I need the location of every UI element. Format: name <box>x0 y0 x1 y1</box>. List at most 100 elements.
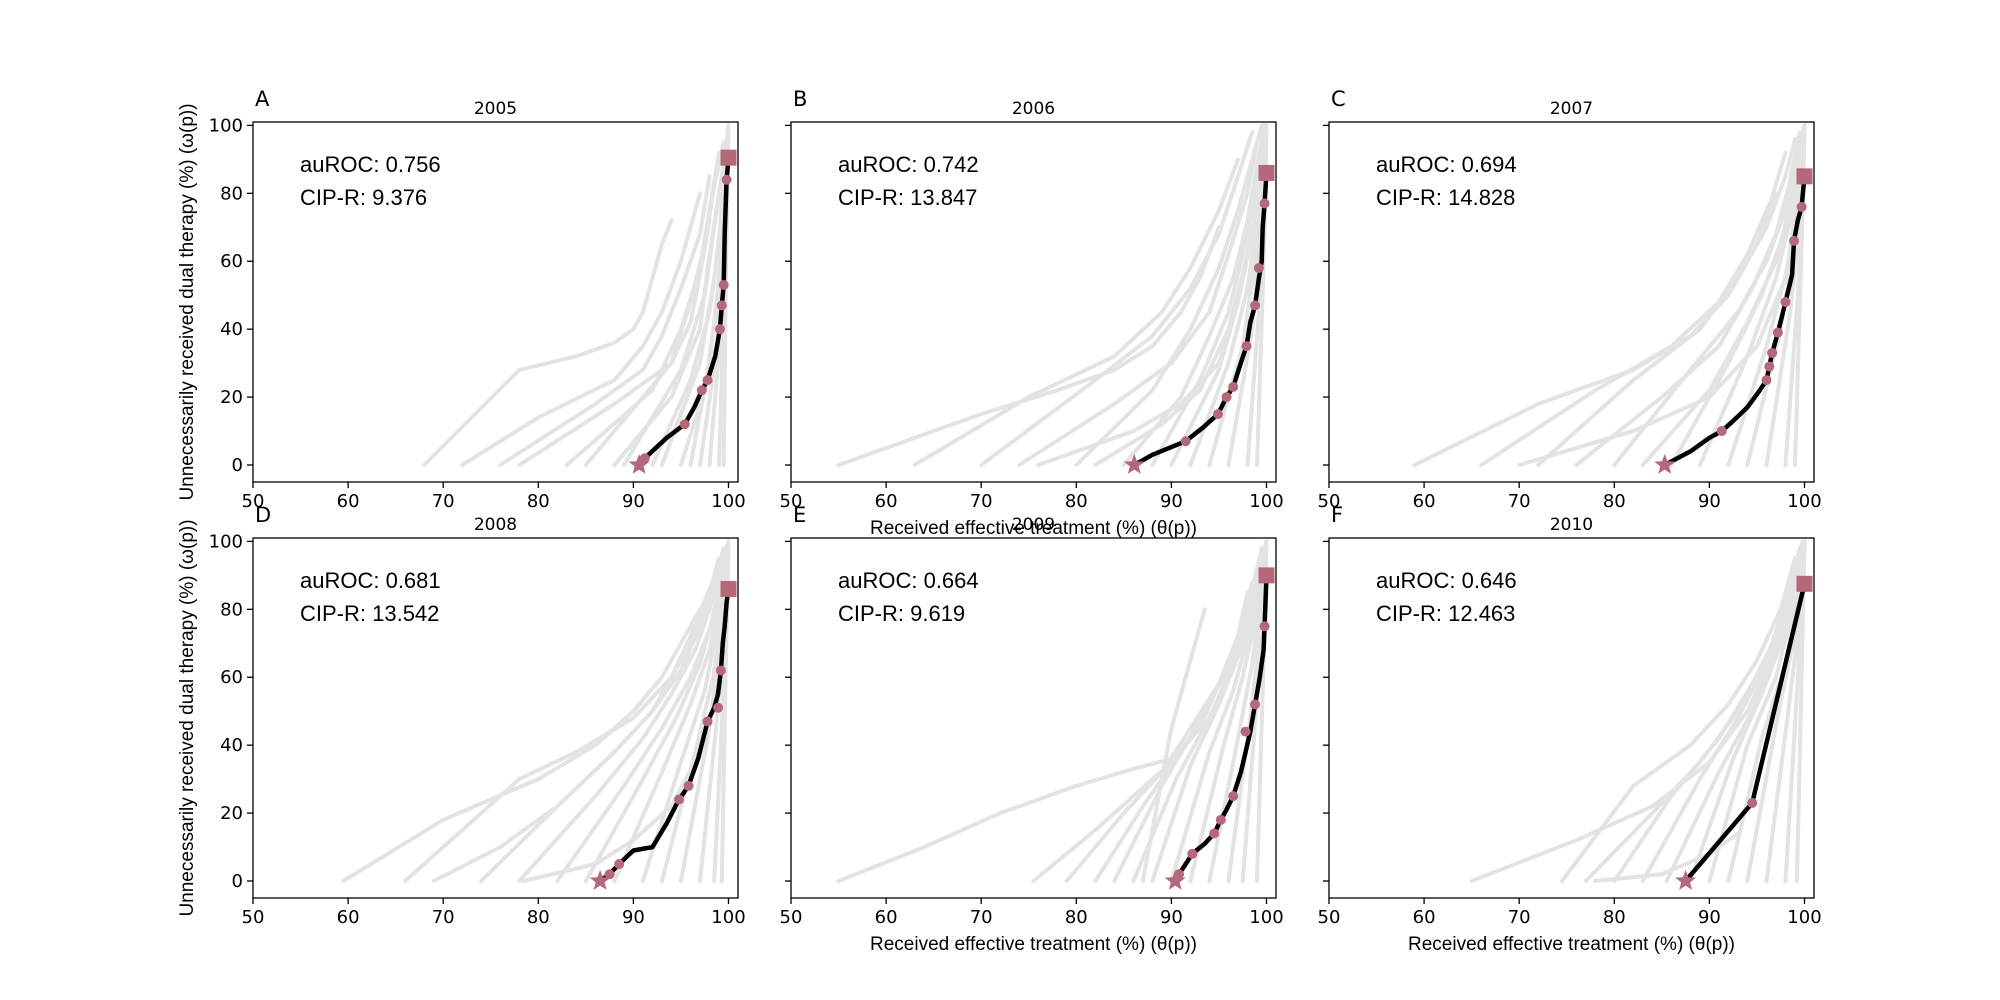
square-marker <box>1796 575 1813 592</box>
background-curve <box>479 546 726 883</box>
curve-dot <box>1180 436 1191 447</box>
curve-dot <box>679 419 690 430</box>
cipr-annotation: CIP-R: 13.542 <box>300 601 439 626</box>
curve-dot <box>1221 392 1232 403</box>
background-curve <box>1093 539 1269 883</box>
background-curve <box>1793 123 1807 467</box>
square-marker <box>1258 164 1275 181</box>
background-curve <box>522 750 702 883</box>
x-tick-label: 80 <box>527 907 550 928</box>
auroc-annotation: auROC: 0.664 <box>838 568 979 593</box>
background-curve <box>517 539 731 883</box>
y-tick-label: 20 <box>220 803 243 824</box>
background-curve <box>1036 225 1255 467</box>
curve-dot <box>714 324 725 335</box>
curve-dot <box>1212 409 1223 420</box>
background-curve <box>979 130 1255 467</box>
curve-dot <box>702 375 713 386</box>
y-axis-label: Unnecessarily received dual therapy (%) … <box>177 519 198 916</box>
cipr-annotation: CIP-R: 12.463 <box>1376 601 1515 626</box>
axes-frame <box>252 537 739 899</box>
x-tick-label: 90 <box>1698 491 1721 512</box>
auroc-annotation: auROC: 0.694 <box>1376 152 1517 177</box>
background-curve <box>1517 276 1788 467</box>
curve-dot <box>1209 828 1220 839</box>
axes-frame <box>790 121 1277 483</box>
x-tick-label: 60 <box>337 907 360 928</box>
background-curve <box>422 218 674 467</box>
main-curve <box>636 155 731 468</box>
x-tick-label: 90 <box>1160 907 1183 928</box>
curve-dot <box>1187 848 1198 859</box>
curve-dot <box>683 780 694 791</box>
x-tick-label: 70 <box>432 491 455 512</box>
x-axis-label: Received effective treatment (%) (θ(p)) <box>1408 934 1735 955</box>
star-marker <box>589 870 611 890</box>
background-curve <box>719 539 731 883</box>
panel-letter: E <box>793 503 806 527</box>
background-curve <box>1140 607 1207 883</box>
x-tick-label: 50 <box>780 907 803 928</box>
x-tick-label: 60 <box>1413 907 1436 928</box>
background-curve <box>1593 831 1740 883</box>
background-curve <box>1536 137 1797 467</box>
x-tick-label: 100 <box>1249 491 1283 512</box>
x-tick-label: 50 <box>780 491 803 512</box>
x-tick-label: 100 <box>711 491 745 512</box>
x-tick-label: 90 <box>622 907 645 928</box>
curve-dot <box>1767 347 1778 358</box>
x-tick-label: 60 <box>875 491 898 512</box>
curve-dot <box>1259 621 1270 632</box>
curve-dot <box>1716 426 1727 437</box>
axes-frame <box>790 537 1277 899</box>
y-tick-label: 60 <box>220 251 243 272</box>
curve-dot <box>718 280 729 291</box>
curve-dot <box>1772 327 1783 338</box>
x-tick-label: 70 <box>432 907 455 928</box>
x-tick-label: 80 <box>527 491 550 512</box>
star-marker <box>1654 454 1676 474</box>
star-marker <box>1675 870 1697 890</box>
panel-title: 2005 <box>474 99 517 119</box>
panel-letter: A <box>255 87 270 111</box>
x-tick-label: 80 <box>1065 907 1088 928</box>
background-curve <box>460 191 702 467</box>
x-tick-label: 70 <box>970 491 993 512</box>
y-axis-label: Unnecessarily received dual therapy (%) … <box>177 103 198 500</box>
panel-title: 2006 <box>1012 99 1055 119</box>
curve-dot <box>713 702 724 713</box>
background-curve <box>1560 556 1797 883</box>
x-tick-label: 90 <box>1160 491 1183 512</box>
y-tick-label: 100 <box>209 115 243 136</box>
x-tick-label: 90 <box>622 491 645 512</box>
panel-title: 2010 <box>1550 515 1593 535</box>
curve-dot <box>604 869 615 880</box>
curve-dot <box>1253 263 1264 274</box>
y-tick-label: 80 <box>220 183 243 204</box>
cipr-annotation: CIP-R: 13.847 <box>838 185 977 210</box>
x-axis-label: Received effective treatment (%) (θ(p)) <box>870 518 1197 539</box>
curve-dot <box>614 859 625 870</box>
star-marker <box>628 454 650 474</box>
auroc-annotation: auROC: 0.646 <box>1376 568 1517 593</box>
x-tick-label: 100 <box>711 907 745 928</box>
curve-dot <box>1789 235 1800 246</box>
cipr-annotation: CIP-R: 9.376 <box>300 185 427 210</box>
axes-frame <box>1328 121 1815 483</box>
background-curve <box>836 225 1221 467</box>
curve-dot <box>1764 361 1775 372</box>
square-marker <box>1796 168 1813 185</box>
panel-letter: D <box>255 503 271 527</box>
x-tick-label: 80 <box>1603 907 1626 928</box>
background-curve <box>912 157 1240 467</box>
curve-dot <box>674 794 685 805</box>
x-axis-label: Received effective treatment (%) (θ(p)) <box>870 934 1197 955</box>
curve-dot <box>1250 300 1261 311</box>
curve-dot <box>1240 726 1251 737</box>
curve-dot <box>1241 341 1252 352</box>
